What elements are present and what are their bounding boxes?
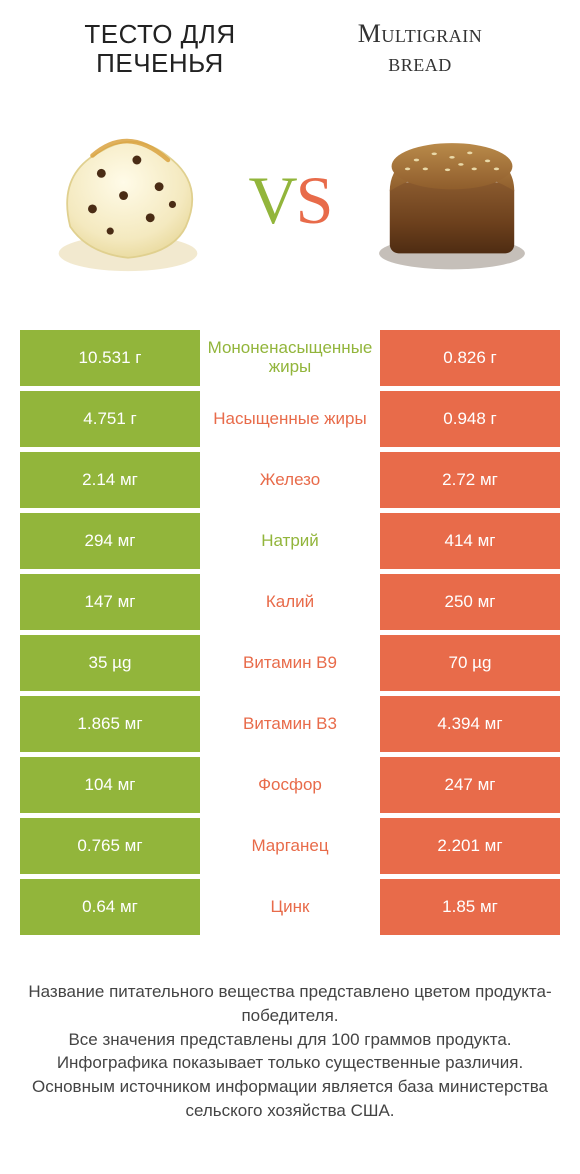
footer-line: Название питательного вещества представл… (20, 980, 560, 1028)
value-right: 0.826 г (380, 330, 560, 386)
value-left: 294 мг (20, 513, 200, 569)
table-row: 1.865 мгВитамин B34.394 мг (20, 696, 560, 752)
title-right: Multigrain bread (290, 20, 550, 77)
table-row: 147 мгКалий250 мг (20, 574, 560, 630)
vs-s: S (296, 162, 332, 238)
footer-line: Инфографика показывает только существенн… (20, 1051, 560, 1075)
header: ТЕСТО ДЛЯ ПЕЧЕНЬЯ Multigrain bread (0, 0, 580, 90)
table-row: 10.531 гМононенасыщенные жиры0.826 г (20, 330, 560, 386)
hero-row: VS (0, 90, 580, 320)
nutrient-label: Насыщенные жиры (200, 391, 380, 447)
value-left: 10.531 г (20, 330, 200, 386)
table-row: 4.751 гНасыщенные жиры0.948 г (20, 391, 560, 447)
vs-label: VS (249, 161, 332, 240)
value-left: 35 µg (20, 635, 200, 691)
footer-notes: Название питательного вещества представл… (0, 940, 580, 1123)
vs-v: V (249, 162, 296, 238)
nutrient-table: 10.531 гМононенасыщенные жиры0.826 г4.75… (20, 330, 560, 935)
value-left: 2.14 мг (20, 452, 200, 508)
value-left: 0.765 мг (20, 818, 200, 874)
value-left: 0.64 мг (20, 879, 200, 935)
nutrient-label: Железо (200, 452, 380, 508)
value-left: 104 мг (20, 757, 200, 813)
title-left: ТЕСТО ДЛЯ ПЕЧЕНЬЯ (30, 20, 290, 77)
value-right: 2.201 мг (380, 818, 560, 874)
nutrient-label: Калий (200, 574, 380, 630)
value-right: 0.948 г (380, 391, 560, 447)
nutrient-label: Цинк (200, 879, 380, 935)
nutrient-label: Марганец (200, 818, 380, 874)
nutrient-label: Витамин B9 (200, 635, 380, 691)
value-right: 4.394 мг (380, 696, 560, 752)
table-row: 0.64 мгЦинк1.85 мг (20, 879, 560, 935)
nutrient-label: Мононенасыщенные жиры (200, 330, 380, 386)
value-right: 2.72 мг (380, 452, 560, 508)
table-row: 2.14 мгЖелезо2.72 мг (20, 452, 560, 508)
nutrient-label: Натрий (200, 513, 380, 569)
table-row: 104 мгФосфор247 мг (20, 757, 560, 813)
table-row: 0.765 мгМарганец2.201 мг (20, 818, 560, 874)
footer-line: Все значения представлены для 100 граммо… (20, 1028, 560, 1052)
table-row: 294 мгНатрий414 мг (20, 513, 560, 569)
right-food-image (357, 115, 547, 285)
value-right: 250 мг (380, 574, 560, 630)
table-row: 35 µgВитамин B970 µg (20, 635, 560, 691)
value-left: 4.751 г (20, 391, 200, 447)
value-left: 147 мг (20, 574, 200, 630)
value-right: 1.85 мг (380, 879, 560, 935)
value-right: 70 µg (380, 635, 560, 691)
footer-line: Основным источником информации является … (20, 1075, 560, 1123)
value-right: 414 мг (380, 513, 560, 569)
left-food-image (33, 115, 223, 285)
value-left: 1.865 мг (20, 696, 200, 752)
value-right: 247 мг (380, 757, 560, 813)
nutrient-label: Фосфор (200, 757, 380, 813)
nutrient-label: Витамин B3 (200, 696, 380, 752)
